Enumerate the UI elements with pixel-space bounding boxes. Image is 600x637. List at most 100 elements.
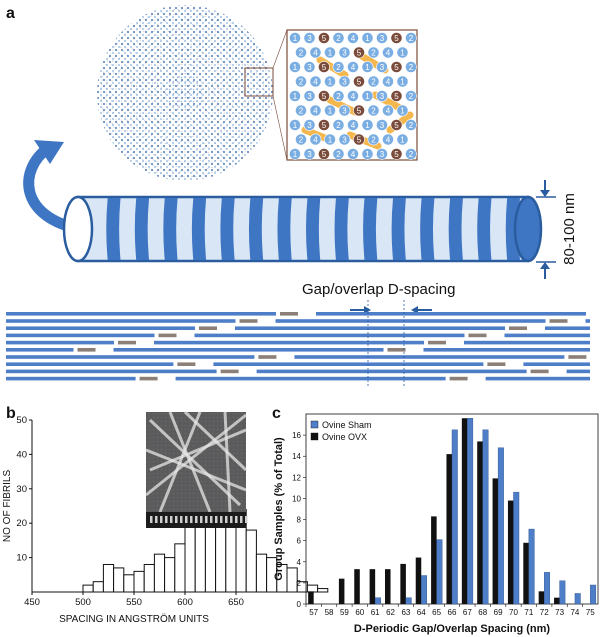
molecule-circle: [347, 90, 359, 102]
sem-scale-tick: [205, 516, 208, 523]
b-histogram-bar: [164, 557, 176, 593]
fibril-band: [248, 198, 264, 260]
sem-scale-tick: [160, 516, 163, 523]
molecule-circle: [347, 32, 359, 44]
molecule-circle: [405, 119, 417, 131]
c-x-tick-label: 62: [386, 608, 395, 617]
fibril-band: [363, 198, 378, 260]
molecule-circle: [390, 61, 403, 73]
molecule-circle: [332, 61, 345, 73]
fibril-band: [163, 198, 178, 260]
c-bar-ovine-sham: [559, 580, 566, 605]
collagen-molecule: [6, 312, 276, 316]
molecule-number: 5: [322, 92, 327, 101]
c-y-tick-label: 6: [297, 537, 302, 546]
c-bar-ovine-sham: [374, 597, 381, 605]
fibril-cross-section: [97, 5, 273, 181]
panel-b-letter: b: [6, 405, 16, 422]
molecule-circle: [318, 61, 330, 73]
c-bar-ovine-ovx: [538, 591, 545, 604]
molecule-circle: [382, 104, 394, 117]
molecule-circle: [338, 46, 351, 59]
molecule-number: 3: [342, 136, 347, 145]
collagen-molecule: [423, 348, 590, 352]
c-bar-ovine-ovx: [507, 500, 514, 604]
collagen-molecule: [235, 326, 505, 330]
telopeptide-segment: [118, 340, 136, 345]
c-x-tick-label: 72: [540, 608, 549, 617]
c-bar-ovine-sham: [482, 429, 489, 605]
b-histogram-bar: [255, 553, 268, 593]
c-y-tick-label: 0: [297, 600, 302, 609]
curved-arrow-icon: [23, 140, 77, 234]
molecule-number: 3: [307, 63, 312, 72]
b-x-axis-label: SPACING IN ANGSTRÖM UNITS: [59, 613, 209, 625]
molecule-number: 2: [371, 78, 376, 87]
c-bar-ovine-ovx: [523, 542, 529, 604]
b-histogram-bar: [306, 584, 319, 593]
molecule-number: 2: [371, 136, 376, 145]
molecule-number: 3: [307, 121, 312, 130]
molecule-circle: [405, 148, 417, 160]
molecule-number: 4: [313, 107, 318, 116]
molecule-number: 2: [299, 49, 304, 58]
fibril-band: [391, 198, 406, 260]
molecule-number: 3: [380, 63, 385, 72]
collagen-molecule: [213, 362, 484, 366]
c-bar-ovine-sham: [436, 539, 443, 605]
b-histogram-bar: [82, 584, 94, 593]
telopeptide-segment: [449, 376, 468, 381]
zoom-region-box: [244, 67, 274, 97]
c-bar-ovine-sham: [574, 593, 581, 605]
diameter-marker: [536, 180, 556, 279]
molecule-circle: [396, 133, 409, 146]
molecule-number: 2: [409, 150, 414, 159]
telopeptide-segment: [177, 362, 196, 366]
sem-scale-tick: [185, 516, 188, 523]
fibril-band: [306, 198, 321, 260]
molecule-number: 5: [394, 63, 399, 72]
collagen-molecule: [256, 369, 527, 374]
c-legend-label: Ovine Sham: [322, 420, 372, 430]
molecule-circle: [289, 61, 301, 73]
molecule-circle: [396, 75, 409, 88]
molecule-number: 1: [293, 92, 298, 101]
molecule-circle: [367, 104, 380, 117]
molecule-number: 1: [293, 34, 298, 43]
molecule-number: 2: [336, 34, 341, 43]
c-x-tick-label: 58: [325, 608, 334, 617]
b-histogram-bar: [184, 526, 196, 593]
collagen-molecule: [6, 376, 136, 381]
molecule-number: 1: [365, 34, 370, 43]
telopeptide-segment: [280, 312, 298, 316]
molecule-number: 2: [409, 34, 414, 43]
molecule-number: 3: [307, 92, 312, 101]
b-histogram-bar: [317, 588, 329, 593]
c-x-tick-label: 57: [309, 608, 318, 617]
molecule-circle: [396, 46, 409, 59]
molecule-number: 5: [322, 121, 327, 130]
collagen-molecule: [6, 333, 155, 338]
molecular-packing-inset: 1 3 5 2 4 1 3 5 22 4 1 3 5 2 4 11 3 5 2 4 1 3 5 22 4 1 3 5 2 4 11 3 5 2 4 1…: [286, 29, 418, 161]
molecule-number: 1: [365, 150, 370, 159]
molecule-circle: [390, 148, 403, 160]
molecule-circle: [390, 119, 403, 131]
molecule-circle: [309, 133, 322, 146]
molecule-circle: [361, 32, 374, 44]
molecule-number: 4: [351, 34, 356, 43]
c-bar-ovine-ovx: [369, 569, 376, 604]
collagen-molecule: [545, 326, 590, 330]
molecule-number: 2: [371, 49, 376, 58]
molecule-circle: [353, 46, 365, 59]
telopeptide-segment: [468, 333, 487, 338]
molecule-number: 2: [336, 92, 341, 101]
c-y-tick-label: 16: [292, 431, 301, 440]
molecule-circle: [376, 32, 388, 44]
zoom-connector-line: [272, 95, 288, 161]
molecule-number: 5: [322, 150, 327, 159]
molecule-circle: [318, 119, 330, 131]
sem-scale-tick: [180, 516, 183, 523]
sem-scale-tick: [210, 516, 213, 523]
molecule-circle: [361, 61, 374, 73]
fibril-cylinder: [62, 195, 543, 263]
